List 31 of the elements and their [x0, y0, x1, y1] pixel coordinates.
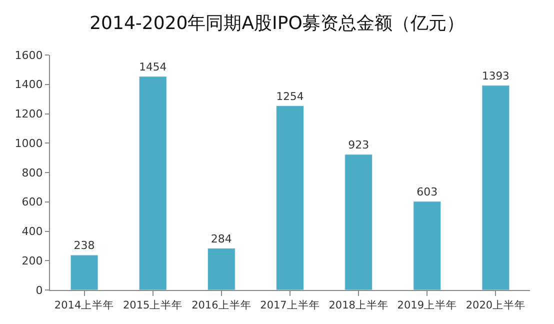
- data-label: 923: [348, 138, 370, 152]
- x-tick-label: 2014上半年: [54, 298, 114, 312]
- data-label: 284: [210, 232, 232, 246]
- x-tick-label: 2015上半年: [122, 298, 183, 312]
- x-tick-label: 2017上半年: [260, 298, 320, 312]
- x-tick-label: 2018上半年: [328, 298, 388, 312]
- x-tick-label: 2019上半年: [397, 298, 458, 312]
- bar: [207, 248, 236, 290]
- bar: [70, 254, 98, 290]
- data-label: 1254: [276, 90, 304, 103]
- y-tick-label: 600: [22, 196, 43, 209]
- y-tick-label: 1200: [14, 108, 43, 121]
- x-tick-label: 2016上半年: [192, 298, 252, 312]
- bar: [344, 154, 373, 290]
- y-tick-label: 1000: [14, 136, 43, 150]
- data-label: 603: [416, 185, 438, 198]
- chart-title: 2014-2020年同期A股IPO募资总金额（亿元）: [90, 12, 464, 34]
- y-tick-label: 1600: [14, 48, 43, 62]
- y-tick-label: 800: [22, 166, 43, 180]
- data-label: 238: [74, 239, 95, 252]
- x-tick-label: 2020上半年: [466, 298, 526, 312]
- y-tick-label: 200: [22, 254, 43, 268]
- bar: [138, 76, 167, 290]
- data-label: 1393: [482, 69, 510, 82]
- bar: [482, 85, 510, 290]
- bar: [276, 106, 304, 290]
- data-label: 1454: [139, 60, 167, 74]
- y-tick-label: 0: [36, 284, 43, 297]
- y-tick-label: 400: [22, 225, 43, 238]
- y-tick-label: 1400: [14, 78, 43, 92]
- bar: [413, 201, 442, 290]
